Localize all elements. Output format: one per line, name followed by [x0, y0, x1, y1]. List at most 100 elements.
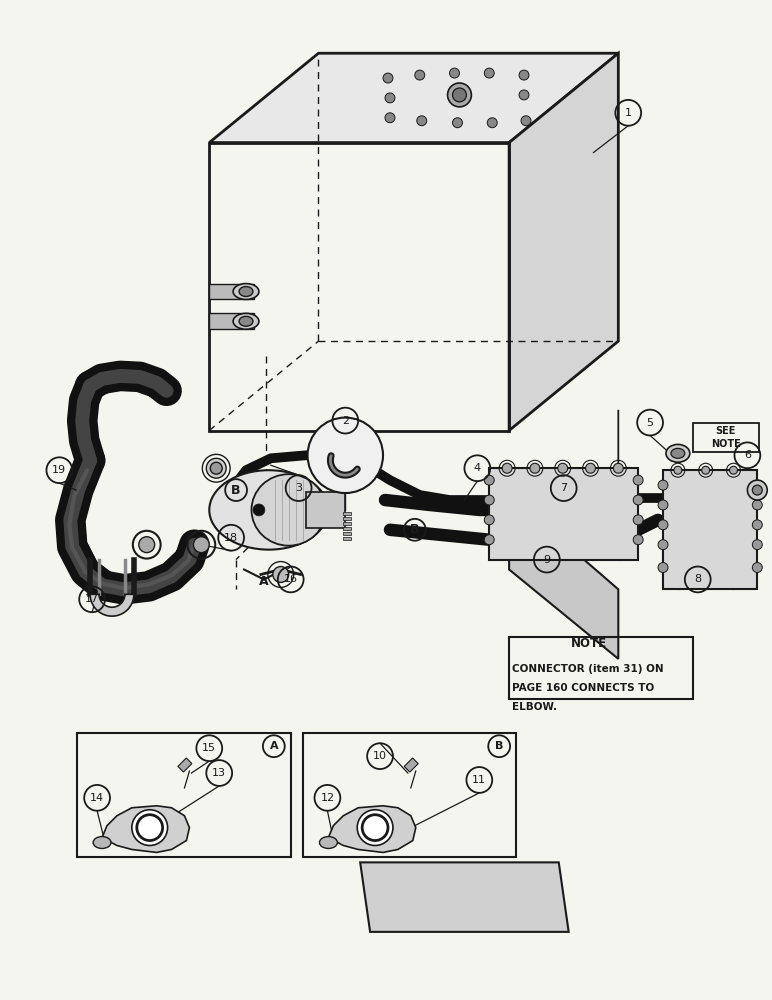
Circle shape [753, 520, 762, 530]
Circle shape [730, 466, 737, 474]
Circle shape [674, 466, 682, 474]
Text: 12: 12 [320, 793, 334, 803]
Circle shape [658, 500, 668, 510]
Circle shape [519, 90, 529, 100]
Text: 15: 15 [202, 743, 216, 753]
Circle shape [557, 463, 567, 473]
Circle shape [273, 567, 289, 582]
Circle shape [747, 480, 767, 500]
Circle shape [307, 418, 383, 493]
Text: A: A [259, 575, 269, 588]
Circle shape [613, 463, 623, 473]
Text: 9: 9 [543, 555, 550, 565]
Ellipse shape [239, 316, 253, 326]
Circle shape [530, 463, 540, 473]
Bar [344, 527, 351, 530]
Circle shape [452, 118, 462, 128]
Circle shape [484, 515, 494, 525]
Text: 18: 18 [224, 533, 239, 543]
Text: 13: 13 [212, 768, 226, 778]
Circle shape [484, 495, 494, 505]
Circle shape [253, 504, 265, 516]
Circle shape [206, 458, 226, 478]
Bar [77, 733, 291, 857]
Polygon shape [509, 53, 618, 431]
Circle shape [702, 466, 709, 474]
Text: 8: 8 [694, 574, 701, 584]
Text: 3: 3 [295, 483, 302, 493]
Polygon shape [361, 862, 569, 932]
Bar [178, 758, 192, 772]
Text: 14: 14 [90, 793, 104, 803]
Circle shape [753, 540, 762, 550]
Text: 11: 11 [472, 775, 486, 785]
Circle shape [484, 68, 494, 78]
Circle shape [448, 83, 472, 107]
Bar [344, 512, 351, 515]
Bar [692, 423, 760, 452]
Circle shape [658, 480, 668, 490]
Bar [344, 537, 351, 540]
Text: 6: 6 [744, 450, 751, 460]
Text: B: B [232, 484, 241, 497]
Text: 10: 10 [373, 751, 387, 761]
Text: 4: 4 [474, 463, 481, 473]
Circle shape [194, 537, 209, 553]
Polygon shape [509, 525, 618, 659]
Ellipse shape [233, 313, 259, 329]
Circle shape [210, 462, 222, 474]
Text: CONNECTOR (item 31) ON: CONNECTOR (item 31) ON [512, 664, 664, 674]
Text: 16: 16 [283, 574, 298, 584]
Circle shape [415, 70, 425, 80]
Polygon shape [328, 806, 416, 852]
Bar [209, 284, 254, 299]
Circle shape [484, 475, 494, 485]
Circle shape [633, 475, 643, 485]
Bar [405, 758, 418, 772]
Bar [489, 468, 638, 560]
Circle shape [449, 68, 459, 78]
Circle shape [502, 463, 512, 473]
Text: A: A [269, 741, 278, 751]
Circle shape [658, 563, 668, 572]
Circle shape [139, 537, 154, 553]
Text: B: B [495, 741, 503, 751]
Ellipse shape [320, 837, 337, 848]
Polygon shape [67, 460, 195, 589]
Circle shape [519, 70, 529, 80]
Circle shape [633, 515, 643, 525]
Bar [209, 313, 254, 329]
Text: 19: 19 [52, 465, 66, 475]
Circle shape [487, 118, 497, 128]
Text: NOTE: NOTE [571, 637, 607, 650]
Polygon shape [209, 53, 618, 143]
Circle shape [417, 116, 427, 126]
Bar [344, 522, 351, 525]
Bar [344, 532, 351, 535]
Circle shape [658, 540, 668, 550]
Circle shape [633, 535, 643, 545]
Circle shape [753, 485, 762, 495]
Ellipse shape [666, 444, 690, 462]
Text: 2: 2 [342, 416, 349, 426]
Text: SEE
NOTE: SEE NOTE [711, 426, 740, 449]
Bar [344, 517, 351, 520]
Circle shape [484, 535, 494, 545]
Bar [303, 733, 516, 857]
Circle shape [753, 563, 762, 572]
Ellipse shape [239, 287, 253, 296]
Circle shape [633, 495, 643, 505]
Bar [509, 637, 692, 699]
Ellipse shape [252, 474, 326, 546]
Circle shape [521, 116, 531, 126]
Circle shape [452, 88, 466, 102]
Text: 1: 1 [625, 108, 631, 118]
Ellipse shape [209, 470, 328, 550]
Ellipse shape [671, 448, 685, 458]
Text: B: B [410, 523, 419, 536]
Ellipse shape [233, 284, 259, 299]
Circle shape [753, 480, 762, 490]
Circle shape [383, 73, 393, 83]
Circle shape [385, 93, 395, 103]
Text: ELBOW.: ELBOW. [512, 702, 557, 712]
